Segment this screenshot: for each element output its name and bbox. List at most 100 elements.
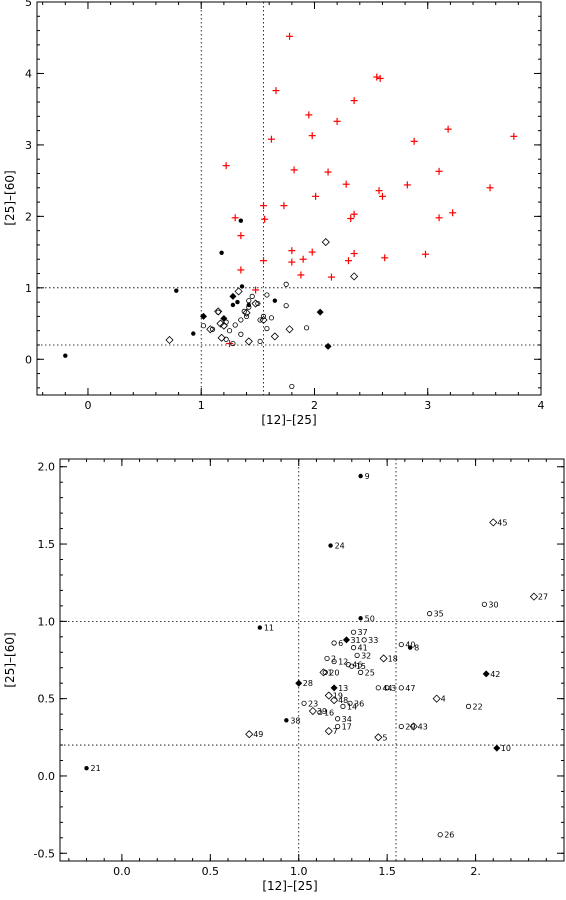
data-point-plus [333, 117, 341, 125]
data-point [342, 636, 350, 644]
data-point-open-circle [264, 325, 270, 332]
data-point-open-diamond [285, 325, 294, 334]
y-tick-label: 0 [25, 353, 32, 366]
data-point-open-diamond [321, 238, 330, 247]
x-tick-label: 1.0 [290, 865, 308, 878]
y-tick-label: 1.5 [38, 538, 56, 551]
point-id-label: 28 [303, 679, 313, 688]
data-point [379, 654, 388, 663]
data-point [324, 691, 333, 700]
data-point [493, 744, 501, 752]
data-point-plus [510, 132, 518, 140]
top-data-points [63, 32, 518, 390]
point-id-label: 49 [253, 730, 263, 739]
point-id-label: 39 [317, 707, 327, 716]
point-id-label: 45 [497, 518, 507, 527]
data-point-filled-circle [174, 288, 179, 293]
data-point-plus [280, 202, 288, 210]
x-tick-label: 2 [311, 399, 318, 412]
data-point-plus [272, 87, 280, 95]
point-id-label: 24 [335, 542, 345, 551]
y-tick-label: 3 [25, 139, 32, 152]
data-point [361, 637, 367, 643]
data-point-plus [267, 135, 275, 143]
data-point [354, 652, 360, 658]
data-point-plus [421, 250, 429, 258]
data-point-open-circle [243, 313, 250, 319]
data-point-filled-circle [191, 331, 196, 336]
data-point [482, 670, 490, 678]
data-point-open-circle [200, 323, 207, 329]
x-tick-label: 0.0 [113, 865, 131, 878]
y-tick-label: -0.5 [34, 847, 55, 860]
data-point-plus [286, 32, 294, 40]
data-point [398, 685, 404, 691]
point-id-label: 12 [338, 658, 348, 667]
point-id-label: 42 [490, 670, 500, 679]
data-point-open-diamond [234, 287, 243, 296]
data-point [324, 727, 333, 736]
data-point-filled-diamond [316, 308, 324, 316]
data-point [345, 662, 351, 668]
data-point-plus [237, 232, 245, 240]
point-id-label: 15 [356, 662, 366, 671]
data-point [331, 658, 337, 665]
data-point [350, 629, 357, 635]
point-id-label: 7 [333, 727, 338, 736]
data-point-plus [226, 340, 234, 348]
data-point [375, 685, 381, 691]
point-id-label: 10 [501, 744, 511, 753]
data-point-plus [260, 257, 268, 265]
data-point-plus [403, 181, 411, 189]
data-point-open-diamond [244, 337, 253, 346]
data-point [331, 640, 337, 646]
data-point-open-diamond [165, 335, 174, 345]
data-point [407, 645, 413, 650]
y-tick-label: 0.0 [38, 770, 56, 783]
point-id-label: 37 [358, 628, 368, 637]
data-point-plus [261, 215, 269, 223]
data-point-open-circle [223, 319, 229, 325]
data-point-open-circle [238, 331, 244, 337]
point-id-label: 33 [368, 636, 378, 645]
data-point [319, 668, 328, 677]
y-tick-label: 1.0 [38, 615, 56, 628]
point-id-label: 50 [365, 614, 375, 623]
data-point-filled-diamond [199, 312, 207, 320]
data-point-plus [381, 254, 389, 262]
data-point-plus [344, 257, 352, 265]
data-point [322, 669, 328, 675]
y-tick-label: 4 [25, 67, 32, 80]
data-point-open-circle [268, 315, 275, 321]
data-point [335, 723, 341, 730]
data-point [284, 718, 289, 723]
data-point-plus [350, 97, 358, 105]
point-id-label: 44 [382, 684, 392, 693]
data-point-plus [312, 192, 320, 200]
data-point-plus [375, 187, 383, 195]
data-point [301, 700, 307, 706]
data-point-open-circle [238, 317, 244, 323]
data-point-filled-diamond [324, 342, 332, 350]
point-id-label: 8 [414, 644, 419, 653]
data-point-plus [288, 258, 296, 266]
data-point-plus [237, 266, 245, 274]
point-id-label: 16 [324, 709, 334, 718]
data-point-plus [435, 167, 443, 175]
data-point-plus [324, 168, 332, 176]
point-id-label: 38 [290, 716, 300, 725]
point-id-label: 19 [333, 692, 343, 701]
data-point-filled-circle [272, 298, 278, 303]
data-point [350, 645, 357, 651]
data-point [432, 694, 441, 703]
data-point-plus [350, 210, 358, 218]
x-tick-label: 3 [424, 399, 431, 412]
data-point [308, 706, 317, 716]
point-id-label: 1 [327, 668, 332, 677]
point-id-label: 31 [350, 636, 360, 645]
point-id-label: 4 [441, 695, 446, 704]
top-y-axis-label: [25]–[60] [3, 170, 17, 225]
data-point-plus [327, 273, 335, 281]
point-id-label: 5 [382, 733, 387, 742]
